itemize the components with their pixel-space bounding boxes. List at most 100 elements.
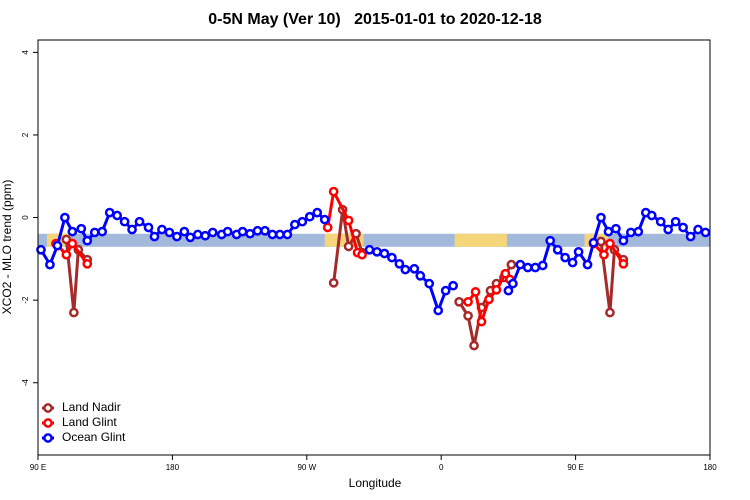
data-point	[82, 258, 93, 269]
data-point	[379, 248, 390, 259]
x-tick-label: 90 W	[297, 463, 316, 472]
data-point	[312, 207, 323, 218]
data-point	[67, 238, 78, 249]
data-point	[693, 224, 703, 235]
data-point	[506, 259, 517, 270]
data-point	[119, 216, 130, 227]
data-point	[343, 241, 354, 252]
chart-title: 0-5N May (Ver 10) 2015-01-01 to 2020-12-…	[208, 11, 542, 28]
data-point	[552, 244, 563, 255]
data-point	[387, 252, 397, 263]
data-point	[409, 263, 420, 274]
data-point	[678, 222, 688, 233]
x-axis-label: Longitude	[349, 476, 402, 490]
data-point	[537, 260, 548, 271]
data-point	[372, 246, 382, 257]
data-point	[394, 258, 405, 269]
data-point	[463, 296, 473, 307]
data-point	[36, 244, 46, 255]
data-point	[328, 186, 339, 197]
data-point	[357, 249, 367, 260]
x-tick-label: 180	[166, 463, 180, 472]
data-point	[343, 215, 354, 226]
data-point	[143, 222, 154, 233]
data-point	[76, 223, 87, 234]
data-point	[433, 305, 444, 316]
y-tick-label: 0	[21, 215, 30, 220]
data-point	[599, 249, 609, 260]
x-tick-label: 90 E	[30, 463, 46, 472]
data-point	[112, 210, 122, 221]
x-tick-label: 180	[703, 463, 717, 472]
data-point	[237, 226, 248, 237]
data-point	[97, 226, 108, 237]
data-point	[207, 227, 218, 238]
data-point	[424, 278, 435, 289]
data-point	[655, 216, 666, 227]
data-point	[476, 316, 487, 327]
data-point	[415, 270, 426, 281]
data-point	[463, 310, 473, 321]
data-point	[588, 237, 599, 248]
data-point	[491, 284, 502, 295]
series-line	[39, 211, 707, 312]
data-point	[127, 224, 137, 235]
data-point	[663, 224, 674, 235]
data-point	[290, 219, 300, 230]
plot-frame	[37, 39, 711, 456]
data-point	[60, 212, 70, 223]
data-point	[611, 223, 621, 234]
data-point	[45, 259, 55, 270]
data-point	[560, 252, 570, 263]
data-point	[484, 294, 494, 305]
data-point	[530, 262, 541, 273]
data-point	[508, 278, 518, 289]
legend-label: Ocean Glint	[62, 430, 126, 444]
data-point	[440, 285, 451, 296]
y-tick-label: -2	[21, 296, 30, 304]
data-point	[260, 225, 270, 236]
data-point	[670, 216, 681, 227]
plot-layer	[36, 186, 711, 351]
y-tick-label: 4	[21, 50, 30, 55]
data-point	[448, 280, 458, 291]
data-point	[134, 216, 145, 227]
legend-label: Land Nadir	[62, 400, 121, 414]
data-point	[67, 226, 78, 237]
data-point	[605, 307, 615, 318]
data-point	[582, 259, 593, 270]
y-tick-label: 2	[21, 132, 30, 137]
data-point	[322, 222, 333, 233]
data-point	[192, 229, 203, 240]
legend-label: Land Glint	[62, 415, 117, 429]
data-point	[68, 307, 79, 318]
data-point	[328, 277, 339, 288]
data-point	[245, 228, 255, 239]
data-point	[200, 230, 211, 241]
data-point	[567, 257, 578, 268]
data-point	[633, 226, 644, 237]
y-tick-label: -4	[21, 379, 30, 387]
data-point	[618, 258, 629, 269]
data-point	[52, 240, 63, 251]
data-point	[515, 259, 526, 270]
data-point	[618, 235, 629, 246]
data-point	[179, 226, 190, 237]
data-point	[400, 264, 411, 275]
data-point	[545, 235, 556, 246]
legend-marker	[43, 433, 53, 443]
surface-band	[454, 233, 507, 247]
data-point	[319, 214, 330, 225]
data-point	[596, 212, 606, 223]
data-point	[573, 246, 584, 257]
data-point	[605, 238, 615, 249]
data-point	[304, 211, 315, 222]
data-point	[282, 229, 293, 240]
legend-marker	[43, 403, 53, 413]
legend-marker	[43, 418, 53, 428]
data-point	[275, 229, 285, 240]
data-point	[157, 224, 167, 235]
data-point	[172, 231, 182, 242]
data-point	[364, 244, 375, 255]
